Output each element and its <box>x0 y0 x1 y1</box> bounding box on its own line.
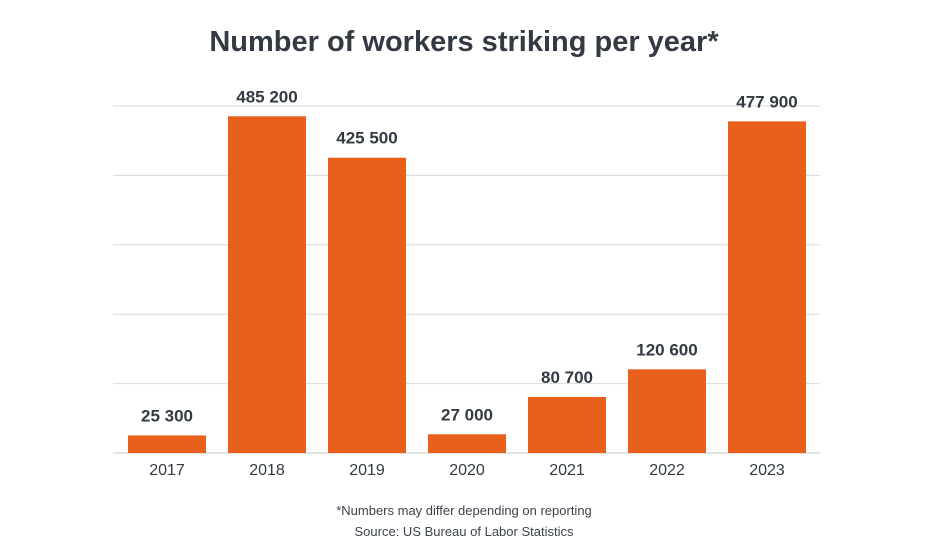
data-label-2023: 477 900 <box>736 92 797 111</box>
source-text: Source: US Bureau of Labor Statistics <box>354 524 574 539</box>
data-label-2021: 80 700 <box>541 368 593 387</box>
bar-2022 <box>628 369 706 453</box>
x-tick-label-2023: 2023 <box>749 462 785 479</box>
bar-2021 <box>528 396 606 453</box>
bar-2019 <box>328 157 406 453</box>
gridlines <box>113 105 820 454</box>
bar-2017 <box>128 435 206 453</box>
chart-title: Number of workers striking per year* <box>209 26 719 58</box>
data-label-2020: 27 000 <box>441 405 493 424</box>
data-label-2017: 25 300 <box>141 406 193 425</box>
x-axis-ticks: 2017 2018 2019 2020 2021 2022 2023 <box>149 462 785 479</box>
bar-2018 <box>228 116 306 453</box>
x-tick-label-2019: 2019 <box>349 462 385 479</box>
x-tick-label-2018: 2018 <box>249 462 285 479</box>
x-tick-label-2022: 2022 <box>649 462 685 479</box>
footnote-text: *Numbers may differ depending on reporti… <box>336 503 592 518</box>
x-tick-label-2020: 2020 <box>449 462 485 479</box>
bar-2020 <box>428 434 506 453</box>
data-labels: 25 300 485 200 425 500 27 000 80 700 120 600 4… <box>141 87 798 425</box>
data-label-2022: 120 600 <box>636 340 697 359</box>
bar-2023 <box>728 121 806 453</box>
x-tick-label-2021: 2021 <box>549 462 585 479</box>
x-tick-label-2017: 2017 <box>149 462 185 479</box>
data-label-2018: 485 200 <box>236 87 297 106</box>
data-label-2019: 425 500 <box>336 129 397 148</box>
bars <box>128 116 806 453</box>
